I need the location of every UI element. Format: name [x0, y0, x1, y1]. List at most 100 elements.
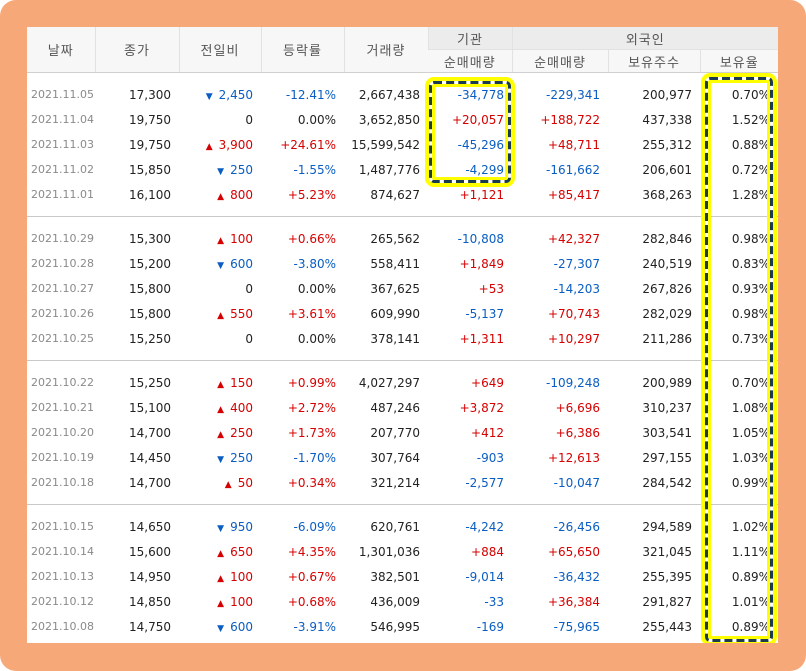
cell-rate: +2.72% [287, 400, 336, 415]
cell-institution-net: +20,057 [451, 112, 504, 127]
cell-rate: -6.09% [293, 519, 336, 534]
cell-volume: 609,990 [370, 306, 420, 321]
cell-change: 0 [179, 326, 261, 351]
cell-volume: 15,599,542 [351, 137, 420, 152]
cell-volume: 207,770 [370, 425, 420, 440]
cell-rate: +5.23% [287, 187, 336, 202]
cell-date: 2021.10.12 [31, 595, 94, 608]
change-value: 400 [230, 400, 253, 415]
table-row: 2021.10.21 15,100 ▲ 400 +2.72% 487,246 +3,872 +… [27, 395, 778, 420]
header-change: 전일비 [178, 27, 261, 73]
cell-close: 15,300 [129, 231, 171, 246]
cell-foreign-ratio: 1.02% [731, 519, 771, 534]
cell-foreign-net: +6,696 [555, 400, 600, 415]
cell-date: 2021.10.26 [31, 307, 94, 320]
cell-foreign-shares: 368,263 [642, 187, 692, 202]
cell-date: 2021.10.13 [31, 570, 94, 583]
cell-rate: +0.99% [287, 375, 336, 390]
cell-foreign-ratio: 1.03% [731, 450, 771, 465]
group-spacer [27, 73, 778, 83]
cell-volume: 265,562 [370, 231, 420, 246]
change-value: 0 [245, 281, 253, 296]
triangle-down-icon: ▼ [205, 91, 213, 102]
cell-date: 2021.10.21 [31, 401, 94, 414]
cell-foreign-ratio: 1.28% [731, 187, 771, 202]
triangle-down-icon: ▼ [217, 166, 225, 177]
cell-date: 2021.10.22 [31, 376, 94, 389]
cell-change: ▼ 250 [179, 157, 261, 182]
triangle-up-icon: ▲ [217, 191, 225, 202]
cell-foreign-ratio: 0.83% [731, 256, 771, 271]
cell-institution-net: -903 [476, 450, 504, 465]
header-institution-group: 기관 [427, 27, 512, 50]
cell-close: 15,600 [129, 544, 171, 559]
cell-date: 2021.10.29 [31, 232, 94, 245]
cell-foreign-shares: 255,443 [642, 619, 692, 634]
triangle-up-icon: ▲ [217, 573, 225, 584]
cell-foreign-net: +10,297 [547, 331, 600, 346]
cell-close: 17,300 [129, 87, 171, 102]
cell-rate: 0.00% [297, 331, 336, 346]
cell-close: 14,750 [129, 619, 171, 634]
cell-foreign-net: -36,432 [553, 569, 600, 584]
cell-foreign-ratio: 0.99% [731, 475, 771, 490]
table-row: 2021.10.13 14,950 ▲ 100 +0.67% 382,501 -9,014 -… [27, 564, 778, 589]
cell-date: 2021.11.04 [31, 113, 94, 126]
cell-foreign-net: -109,248 [546, 375, 600, 390]
cell-close: 14,700 [129, 425, 171, 440]
cell-foreign-ratio: 0.70% [731, 375, 771, 390]
cell-change: ▼ 250 [179, 445, 261, 470]
change-value: 0 [245, 331, 253, 346]
cell-rate: 0.00% [297, 281, 336, 296]
cell-rate: +0.66% [287, 231, 336, 246]
cell-volume: 874,627 [370, 187, 420, 202]
cell-foreign-net: +85,417 [547, 187, 600, 202]
triangle-down-icon: ▼ [217, 623, 225, 634]
change-value: 550 [230, 306, 253, 321]
group-spacer [27, 495, 778, 505]
table-row: 2021.11.04 19,750 0 0.00% 3,652,850 +20,057 +1… [27, 107, 778, 132]
cell-volume: 620,761 [370, 519, 420, 534]
triangle-up-icon: ▲ [217, 598, 225, 609]
cell-rate: +0.67% [287, 569, 336, 584]
triangle-down-icon: ▼ [217, 523, 225, 534]
cell-close: 15,200 [129, 256, 171, 271]
cell-foreign-ratio: 0.88% [731, 137, 771, 152]
cell-change: ▼ 950 [179, 514, 261, 539]
cell-foreign-ratio: 0.70% [731, 87, 771, 102]
table-row: 2021.10.08 14,750 ▼ 600 -3.91% 546,995 -169 -75… [27, 614, 778, 639]
cell-change: ▲ 400 [179, 395, 261, 420]
cell-foreign-shares: 437,338 [642, 112, 692, 127]
cell-change: 0 [179, 107, 261, 132]
header-foreign-group: 외국인 [511, 27, 778, 50]
cell-date: 2021.11.05 [31, 88, 94, 101]
change-value: 150 [230, 375, 253, 390]
cell-institution-net: +1,121 [459, 187, 504, 202]
table-row: 2021.10.12 14,850 ▲ 100 +0.68% 436,009 -33 +36,… [27, 589, 778, 614]
cell-institution-net: +1,311 [459, 331, 504, 346]
cell-change: ▼ 2,450 [179, 82, 261, 107]
cell-close: 15,100 [129, 400, 171, 415]
change-value: 100 [230, 231, 253, 246]
cell-volume: 1,301,036 [358, 544, 420, 559]
cell-change: ▲ 3,900 [179, 132, 261, 157]
cell-close: 16,100 [129, 187, 171, 202]
header-rate: 등락률 [260, 27, 344, 73]
cell-foreign-net: -75,965 [553, 619, 600, 634]
cell-foreign-shares: 303,541 [642, 425, 692, 440]
triangle-up-icon: ▲ [224, 479, 232, 490]
group-spacer [27, 639, 778, 643]
cell-institution-net: +649 [471, 375, 504, 390]
cell-foreign-ratio: 1.01% [731, 594, 771, 609]
cell-close: 14,850 [129, 594, 171, 609]
header-volume: 거래량 [343, 27, 428, 73]
group-spacer [27, 361, 778, 370]
cell-institution-net: -45,296 [457, 137, 504, 152]
table-row: 2021.10.27 15,800 0 0.00% 367,625 +53 -14,203 2… [27, 276, 778, 301]
group-spacer [27, 351, 778, 361]
cell-close: 14,950 [129, 569, 171, 584]
cell-date: 2021.10.15 [31, 520, 94, 533]
header-foreign-shares: 보유주수 [607, 49, 700, 73]
cell-foreign-net: -27,307 [553, 256, 600, 271]
